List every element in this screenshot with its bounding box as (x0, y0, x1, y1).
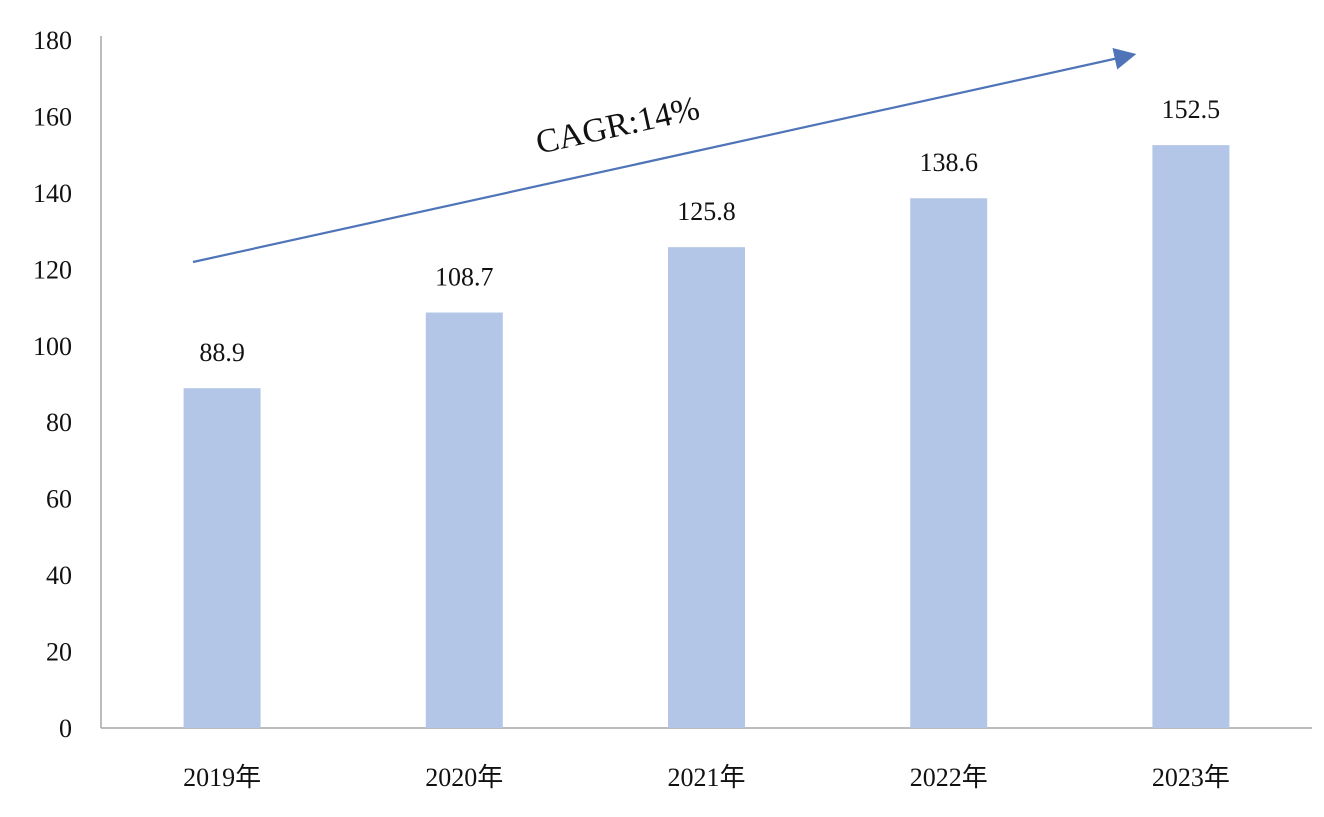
bar-2019年 (183, 388, 261, 728)
bar-data-label: 88.9 (199, 338, 245, 367)
bar-data-label: 125.8 (677, 197, 736, 226)
y-tick-label: 80 (46, 408, 72, 437)
x-tick-label: 2021年 (667, 763, 745, 792)
cagr-annotation-label: CAGR:14% (533, 90, 703, 162)
y-tick-label: 0 (59, 714, 72, 743)
cagr-trend-arrow (192, 48, 1137, 264)
x-tick-label: 2019年 (183, 763, 261, 792)
bars-layer (183, 145, 1230, 729)
y-tick-label: 100 (33, 332, 72, 361)
y-tick-label: 120 (33, 255, 72, 284)
y-tick-label: 140 (33, 179, 72, 208)
bar-2021年 (668, 247, 745, 729)
annotation-layer: CAGR:14% (192, 48, 1137, 264)
x-tick-label: 2020年 (425, 763, 503, 792)
y-tick-label: 60 (46, 485, 72, 514)
x-tick-label: 2023年 (1152, 763, 1230, 792)
bar-data-label: 152.5 (1162, 95, 1221, 124)
labels-layer: 0 20 40 60 80 100 120 140 160 180 88.9 2019年 108.7 20… (33, 26, 1230, 792)
y-tick-label: 20 (46, 638, 72, 667)
bar-2020年 (425, 312, 503, 728)
y-tick-label: 160 (33, 102, 72, 131)
y-tick-label: 40 (46, 561, 72, 590)
x-tick-label: 2022年 (910, 763, 988, 792)
y-tick-label: 180 (33, 26, 72, 55)
bar-2023年 (1152, 145, 1230, 729)
bar-data-label: 108.7 (435, 263, 494, 292)
bar-2022年 (910, 198, 988, 729)
bar-data-label: 138.6 (919, 148, 978, 177)
